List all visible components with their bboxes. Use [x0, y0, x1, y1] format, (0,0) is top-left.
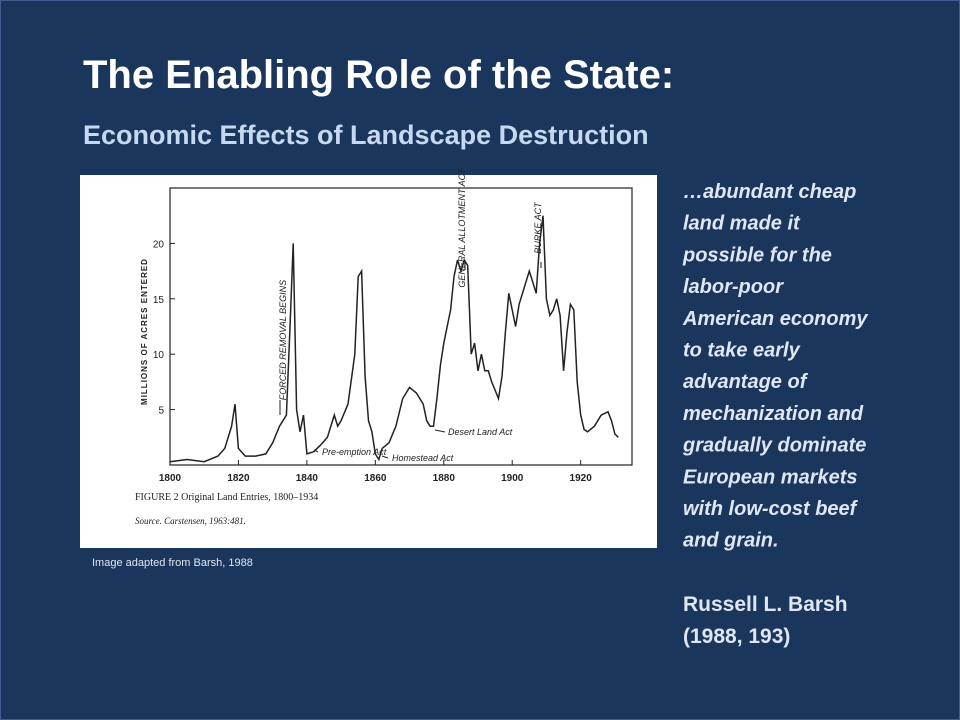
x-tick-label: 1800 — [159, 473, 182, 484]
annotation: FORCED REMOVAL BEGINS — [278, 280, 288, 400]
quote-line: mechanization and — [683, 403, 864, 425]
x-tick-label: 1860 — [364, 473, 387, 484]
annotation: GENERAL ALLOTMENT ACT — [457, 167, 467, 288]
quote-line: land made it — [683, 213, 801, 235]
figure-source: Source. Carstensen, 1963:481. — [135, 516, 246, 526]
quote-line: …abundant cheap — [683, 181, 856, 203]
annotation-arrow — [313, 449, 319, 453]
figure-caption: FIGURE 2 Original Land Entries, 1800–193… — [135, 492, 318, 503]
annotation-arrow — [381, 455, 389, 459]
quote-line: European markets — [683, 466, 858, 488]
chart: 5 10 15 20 1800 1820 1840 1860 1880 1900 1920 MILLI… — [135, 167, 633, 526]
annotation-arrow — [434, 429, 446, 433]
x-tick-label: 1920 — [570, 473, 593, 484]
y-axis-label: MILLIONS OF ACRES ENTERED — [140, 258, 149, 405]
y-tick-label: 15 — [153, 295, 165, 306]
chart-image — [80, 175, 657, 548]
y-tick-label: 10 — [153, 350, 165, 361]
quote-line: possible for the — [682, 244, 832, 266]
annotation: Desert Land Act — [448, 427, 513, 437]
quote-line: and grain. — [683, 530, 779, 552]
plot-frame — [169, 187, 633, 466]
image-credit: Image adapted from Barsh, 1988 — [92, 557, 253, 569]
y-tick-label: 5 — [158, 406, 164, 417]
x-tick-label: 1900 — [501, 473, 524, 484]
quote-line: American economy — [682, 308, 868, 330]
x-tick-label: 1820 — [227, 473, 250, 484]
quote-line: labor-poor — [683, 276, 784, 298]
annotation: Homestead Act — [392, 453, 454, 463]
annotation: Pre-emption Act — [322, 447, 387, 457]
title: The Enabling Role of the State: — [83, 53, 674, 97]
y-tick-label: 20 — [153, 239, 165, 250]
subtitle: Economic Effects of Landscape Destructio… — [83, 120, 649, 150]
data-line — [169, 215, 619, 463]
annotation: BURKE ACT — [533, 201, 543, 254]
quote-line: to take early — [683, 340, 801, 362]
quote-line: advantage of — [683, 371, 809, 393]
x-tick-label: 1840 — [296, 473, 319, 484]
x-tick-label: 1880 — [433, 473, 456, 484]
quote-line: with low-cost beef — [683, 498, 859, 520]
author: Russell L. Barsh — [683, 593, 848, 616]
quote: …abundant cheap land made it possible for … — [682, 181, 868, 552]
citation: (1988, 193) — [683, 625, 790, 648]
quote-line: gradually dominate — [682, 435, 866, 457]
